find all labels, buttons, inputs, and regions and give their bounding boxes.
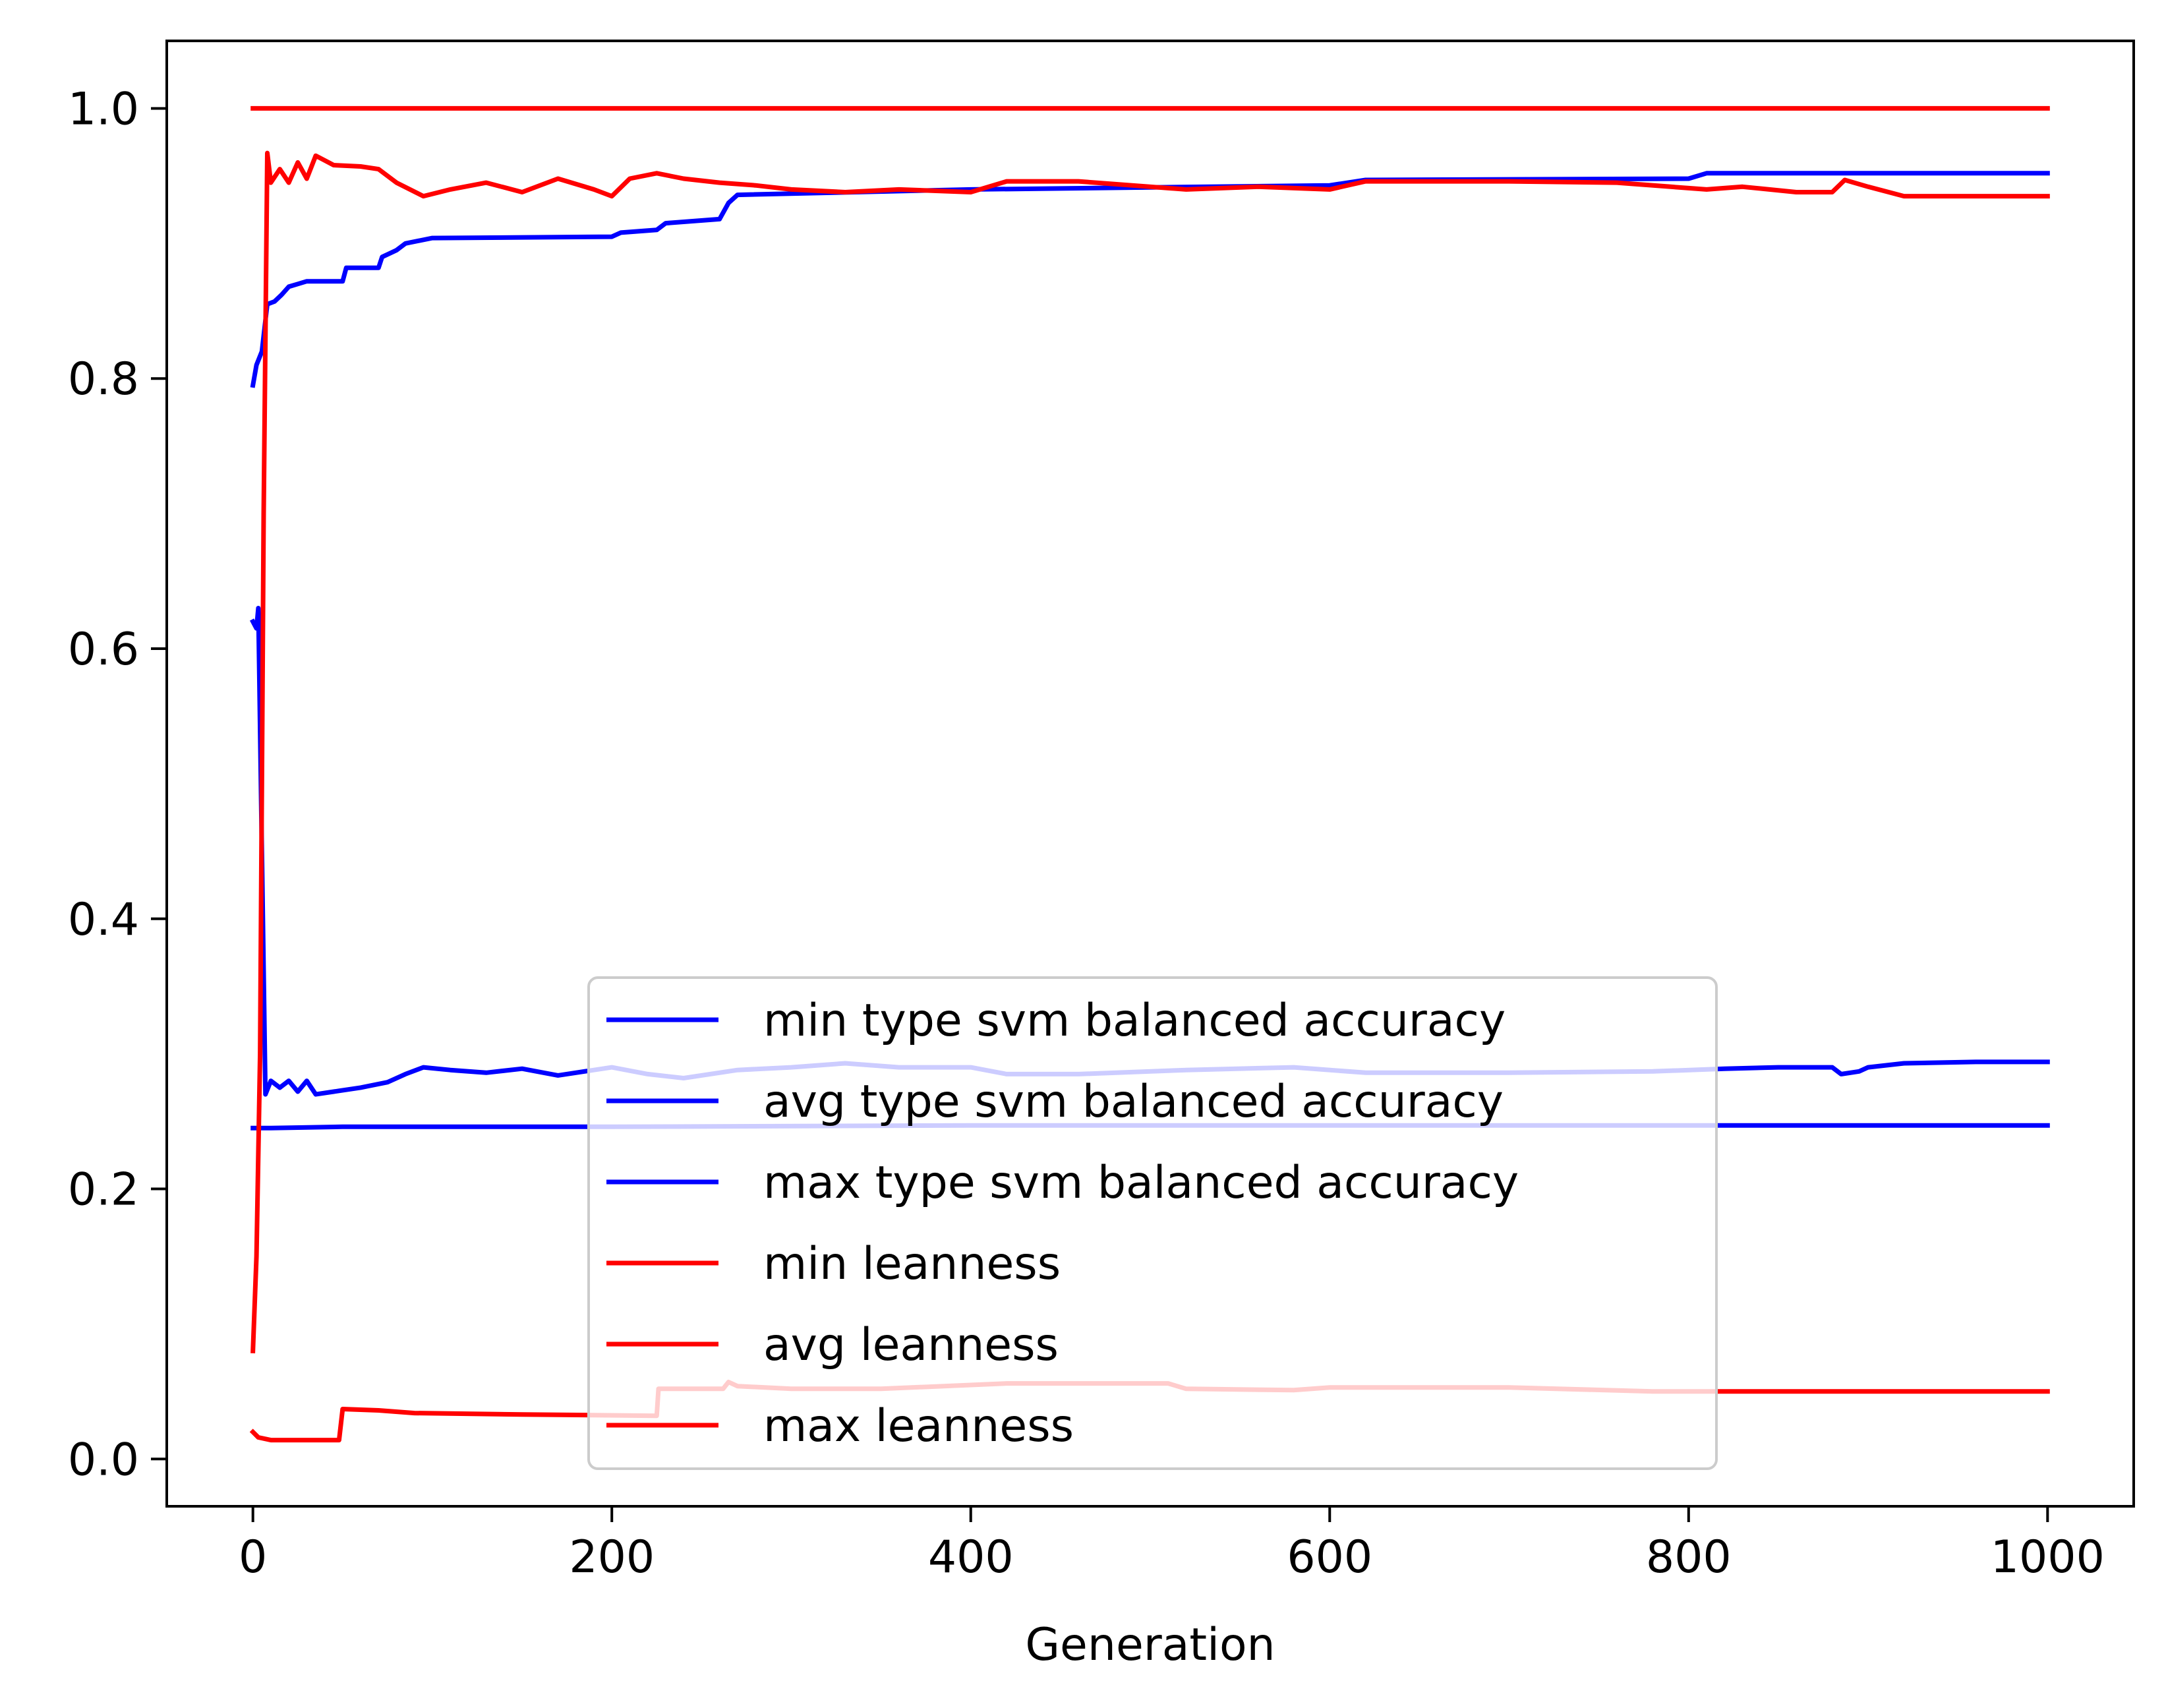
legend-label-3: max type svm balanced accuracy bbox=[763, 1157, 1519, 1209]
legend-label-6: max leanness bbox=[763, 1400, 1074, 1452]
y-axis-ticks: 0.0 0.2 0.4 0.6 0.8 1.0 bbox=[68, 83, 167, 1486]
x-tick-label: 0 bbox=[239, 1531, 267, 1583]
y-tick-label: 0.2 bbox=[68, 1164, 139, 1216]
legend-label-2: avg type svm balanced accuracy bbox=[763, 1076, 1504, 1128]
legend-label-5: avg leanness bbox=[763, 1319, 1059, 1371]
y-tick-label: 1.0 bbox=[68, 83, 139, 135]
legend: min type svm balanced accuracy avg type s… bbox=[587, 976, 1718, 1470]
series-line-5 bbox=[250, 150, 2050, 1354]
x-tick-label: 800 bbox=[1646, 1531, 1732, 1583]
y-tick-label: 0.8 bbox=[68, 353, 139, 405]
x-tick-label: 1000 bbox=[1991, 1531, 2105, 1583]
x-axis-label: Generation bbox=[1025, 1619, 1275, 1671]
x-tick-label: 400 bbox=[928, 1531, 1014, 1583]
legend-label-1: min type svm balanced accuracy bbox=[763, 995, 1506, 1047]
y-tick-label: 0.6 bbox=[68, 624, 139, 676]
legend-box bbox=[587, 976, 1718, 1470]
legend-label-4: min leanness bbox=[763, 1238, 1061, 1290]
x-tick-label: 200 bbox=[569, 1531, 655, 1583]
x-tick-label: 600 bbox=[1287, 1531, 1372, 1583]
axes-frame bbox=[165, 40, 2135, 1508]
x-axis-ticks: 0 200 400 600 800 1000 bbox=[239, 1506, 2105, 1583]
y-tick-label: 0.0 bbox=[68, 1434, 139, 1486]
y-tick-label: 0.4 bbox=[68, 894, 139, 946]
series-line-3 bbox=[250, 171, 2050, 388]
